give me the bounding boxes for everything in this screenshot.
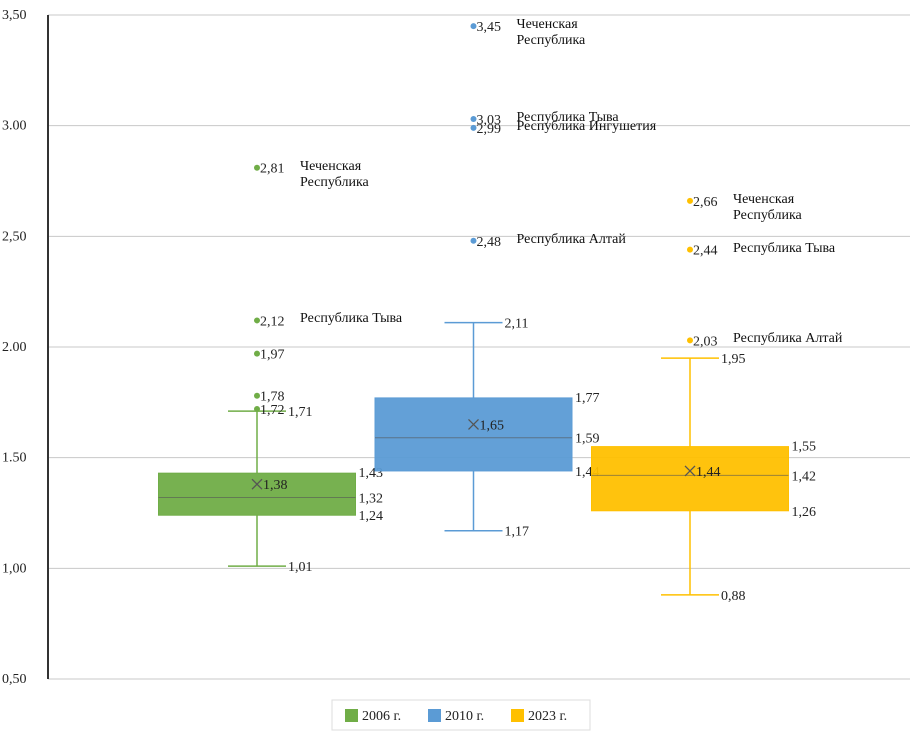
outlier-name: Республика Алтай [516, 231, 626, 247]
legend-label: 2010 г. [445, 709, 484, 724]
legend-label: 2006 г. [362, 709, 401, 724]
outlier [254, 317, 260, 324]
outlier-name: Республика Тыва [733, 240, 836, 256]
outlier-name: Республика Тыва [300, 311, 403, 327]
mean-marker [251, 478, 263, 490]
data-label: 1,17 [505, 525, 530, 540]
outlier [470, 237, 477, 244]
box [591, 446, 789, 512]
outlier-name: Чеченская Республика [733, 191, 802, 223]
box [158, 472, 356, 516]
outlier-label: 2,66 [693, 195, 718, 210]
outlier-label: 2,81 [260, 162, 285, 177]
outlier-name: Республика Алтай [733, 331, 843, 347]
outlier [470, 124, 477, 131]
outlier-label: 2,12 [260, 314, 285, 329]
outlier-label: 1,72 [260, 403, 285, 418]
legend-swatch [345, 709, 358, 722]
outlier-name: Чеченская Республика [516, 17, 586, 49]
outlier-name: Республика Ингушетия [516, 118, 657, 134]
data-label: 1,55 [792, 440, 817, 455]
outlier [687, 246, 693, 253]
outlier-label: 2,03 [693, 334, 718, 349]
mean-marker [684, 465, 696, 477]
data-label: 1,71 [288, 405, 313, 420]
data-label: 1,59 [575, 432, 600, 447]
outlier [254, 164, 260, 171]
data-label: 2,11 [505, 317, 529, 332]
mean-label: 1,65 [480, 418, 505, 433]
y-tick-label: 2.00 [2, 340, 27, 355]
legend-swatch [428, 709, 441, 722]
y-tick-label: 3,50 [2, 8, 27, 23]
outlier-label: 3,45 [477, 20, 502, 35]
box [374, 397, 573, 472]
data-label: 1,95 [721, 352, 746, 367]
mean-label: 1,38 [263, 478, 288, 493]
outlier [687, 197, 693, 204]
y-tick-label: 2,50 [2, 229, 27, 244]
y-tick-label: 3.00 [2, 119, 27, 134]
outlier-label: 2,44 [693, 244, 718, 259]
outlier [254, 392, 260, 399]
data-label: 1,32 [359, 492, 384, 507]
outlier-label: 1,78 [260, 390, 285, 405]
legend-swatch [511, 709, 524, 722]
y-tick-label: 0,50 [2, 672, 27, 687]
outlier [470, 23, 477, 30]
mean-label: 1,44 [696, 465, 721, 480]
outlier-label: 1,97 [260, 348, 285, 363]
outlier [254, 405, 260, 412]
mean-marker [468, 419, 479, 430]
data-label: 1,42 [792, 469, 817, 484]
outlier [687, 337, 693, 344]
data-label: 1,77 [575, 391, 600, 406]
outlier-name: Чеченская Республика [300, 158, 369, 190]
outlier-label: 2,48 [477, 235, 502, 250]
outlier-label: 2,99 [477, 122, 502, 137]
y-tick-label: 1.50 [2, 451, 27, 466]
data-label: 0,88 [721, 589, 746, 604]
y-tick-label: 1,00 [2, 561, 27, 576]
data-label: 1,26 [792, 505, 817, 520]
legend-box [331, 699, 591, 731]
outlier-label: 3,03 [477, 113, 502, 128]
data-label: 1,24 [359, 509, 384, 524]
data-label: 1,01 [288, 560, 313, 575]
legend-label: 2023 г. [528, 709, 567, 724]
outlier-name: Республика Тыва [516, 110, 619, 126]
outlier [254, 350, 260, 357]
outlier [470, 116, 477, 123]
